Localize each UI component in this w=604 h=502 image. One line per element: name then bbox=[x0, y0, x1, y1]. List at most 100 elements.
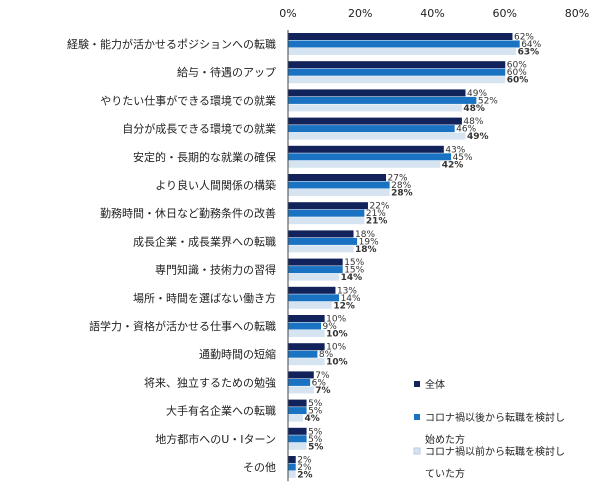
bar-overall bbox=[288, 258, 343, 266]
data-label: 48% bbox=[463, 104, 485, 114]
legend-swatch bbox=[413, 447, 421, 455]
data-label: 62% bbox=[514, 33, 534, 43]
data-label: 10% bbox=[326, 343, 346, 353]
category-label: 給与・待遇のアップ bbox=[177, 65, 276, 79]
legend-label: コロナ禍以前から転職を検討し bbox=[425, 445, 565, 458]
data-label: 60% bbox=[507, 76, 529, 86]
bar-after-covid bbox=[288, 350, 318, 358]
data-label: 10% bbox=[326, 315, 346, 325]
data-label: 49% bbox=[467, 132, 489, 142]
data-label: 5% bbox=[308, 399, 323, 409]
bar-after-covid bbox=[288, 294, 340, 302]
data-label: 22% bbox=[369, 202, 389, 212]
bar-after-covid bbox=[288, 463, 296, 471]
data-label: 15% bbox=[344, 266, 364, 276]
bar-overall bbox=[288, 117, 462, 125]
data-label: 28% bbox=[391, 181, 411, 191]
bar-after-covid bbox=[288, 435, 307, 443]
x-axis-ticks: 0% 20% 40% 60% 80% bbox=[279, 7, 589, 20]
category-label: その他 bbox=[243, 461, 276, 474]
bar-before-covid bbox=[288, 217, 365, 225]
data-label: 9% bbox=[323, 322, 338, 332]
bar-before-covid bbox=[288, 160, 441, 168]
bar-overall bbox=[288, 427, 307, 435]
data-label: 5% bbox=[308, 435, 323, 445]
data-labels: 62%64%63%60%60%60%49%52%48%48%46%49%43%4… bbox=[297, 33, 541, 481]
data-label: 10% bbox=[326, 330, 348, 340]
data-label: 46% bbox=[456, 125, 476, 135]
bar-before-covid bbox=[288, 386, 314, 394]
data-label: 5% bbox=[308, 407, 323, 417]
category-label: 専門知識・技術力の習得 bbox=[155, 263, 276, 277]
data-label: 45% bbox=[453, 153, 473, 163]
data-label: 7% bbox=[315, 371, 330, 381]
legend-swatch bbox=[414, 414, 420, 420]
data-label: 43% bbox=[445, 145, 465, 155]
data-label: 21% bbox=[366, 209, 386, 219]
bar-overall bbox=[288, 145, 444, 153]
bar-after-covid bbox=[288, 378, 311, 386]
legend-label: コロナ禍以後から転職を検討し bbox=[425, 411, 565, 424]
legend-label: 全体 bbox=[425, 378, 445, 391]
bar-before-covid bbox=[288, 358, 325, 366]
category-label: 安定的・長期的な就業の確保 bbox=[133, 150, 276, 164]
bar-overall bbox=[288, 456, 296, 463]
category-label: より良い人間関係の構築 bbox=[155, 178, 276, 192]
bar-after-covid bbox=[288, 153, 452, 161]
bar-before-covid bbox=[288, 442, 307, 450]
bar-after-covid bbox=[288, 237, 358, 245]
bar-after-covid bbox=[288, 181, 390, 189]
data-label: 63% bbox=[518, 48, 540, 58]
data-label: 27% bbox=[388, 174, 408, 184]
bar-before-covid bbox=[288, 245, 354, 253]
data-label: 5% bbox=[308, 427, 323, 437]
bar-overall bbox=[288, 315, 325, 322]
data-label: 19% bbox=[359, 237, 379, 247]
x-tick-label: 20% bbox=[348, 7, 372, 20]
bar-overall bbox=[288, 230, 354, 238]
bar-after-covid bbox=[288, 96, 477, 104]
bar-before-covid bbox=[288, 301, 332, 309]
bar-before-covid bbox=[288, 189, 390, 196]
data-label: 15% bbox=[344, 258, 364, 268]
category-label: 語学力・資格が活かせる仕事への転職 bbox=[89, 319, 276, 333]
bar-before-covid bbox=[288, 132, 466, 140]
data-label: 2% bbox=[297, 456, 312, 466]
bar-overall bbox=[288, 343, 325, 351]
category-label: 自分が成長できる環境での就業 bbox=[122, 122, 276, 136]
bar-overall bbox=[288, 33, 513, 40]
data-label: 4% bbox=[304, 414, 319, 424]
data-label: 2% bbox=[297, 463, 312, 473]
category-labels: 経験・能力が活かせるポジションへの転職給与・待遇のアップやりたい仕事ができる環境… bbox=[67, 37, 276, 474]
data-label: 18% bbox=[355, 245, 377, 255]
data-label: 14% bbox=[341, 294, 361, 304]
bar-overall bbox=[288, 202, 368, 210]
data-label: 13% bbox=[337, 286, 357, 296]
data-label: 64% bbox=[521, 40, 541, 50]
category-label: 場所・時間を選ばない働き方 bbox=[133, 291, 276, 305]
data-label: 49% bbox=[467, 89, 487, 99]
data-label: 28% bbox=[391, 189, 413, 199]
x-tick-label: 80% bbox=[565, 7, 589, 20]
data-label: 48% bbox=[463, 117, 483, 127]
category-label: 成長企業・成長業界への転職 bbox=[133, 234, 276, 248]
data-label: 7% bbox=[315, 386, 330, 396]
data-label: 18% bbox=[355, 230, 375, 240]
category-label: 大手有名企業への転職 bbox=[166, 404, 276, 418]
bars bbox=[288, 33, 520, 478]
legend-label: ていた方 bbox=[425, 467, 465, 480]
bar-before-covid bbox=[288, 76, 506, 84]
bar-overall bbox=[288, 286, 336, 294]
bar-before-covid bbox=[288, 48, 517, 55]
category-label: やりたい仕事ができる環境での就業 bbox=[100, 93, 276, 107]
bar-before-covid bbox=[288, 273, 340, 281]
bar-overall bbox=[288, 61, 506, 69]
data-label: 12% bbox=[333, 301, 355, 311]
data-label: 60% bbox=[507, 61, 527, 71]
data-label: 60% bbox=[507, 68, 527, 78]
legend-swatch bbox=[414, 381, 420, 387]
bar-overall bbox=[288, 399, 307, 407]
data-label: 14% bbox=[341, 273, 363, 283]
